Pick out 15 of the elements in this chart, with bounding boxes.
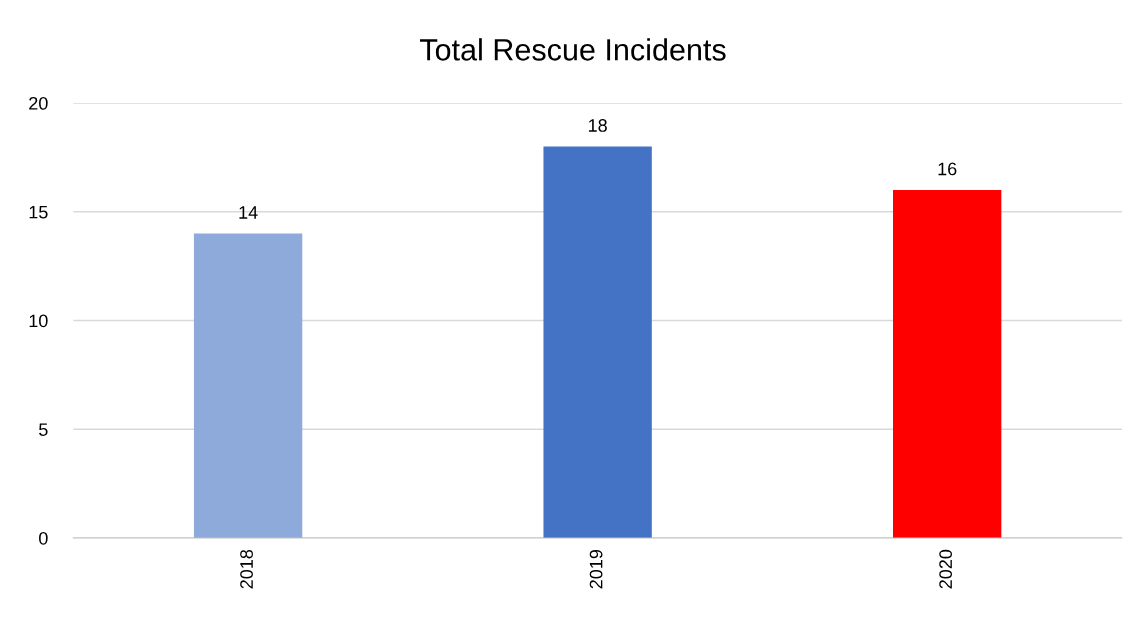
y-tick-label: 20: [29, 96, 48, 110]
bar: [892, 190, 1002, 539]
y-tick-label: 10: [29, 314, 48, 328]
chart-title: Total Rescue Incidents: [419, 38, 726, 61]
data-label: 16: [938, 162, 957, 176]
bar: [193, 233, 303, 539]
y-tick-label: 15: [29, 205, 48, 219]
data-label: 14: [239, 206, 258, 219]
y-tick-label: 0: [39, 531, 48, 545]
x-tick-label: 2019: [589, 549, 603, 589]
data-label: 18: [588, 119, 607, 132]
y-tick-label: 5: [39, 423, 48, 436]
bar: [543, 146, 652, 539]
x-tick-label: 2018: [240, 549, 253, 589]
x-tick-label: 2020: [939, 549, 953, 589]
